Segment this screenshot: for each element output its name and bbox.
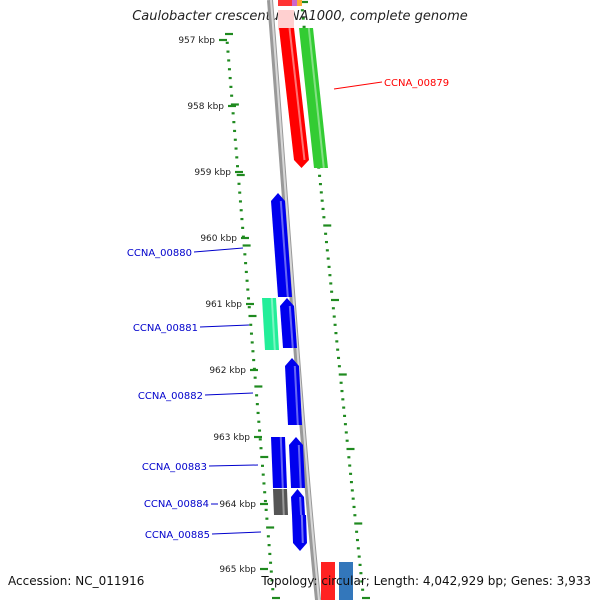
gene-ccna-00883-right-sheen bbox=[297, 444, 302, 489]
gene-label-ccna_00885: CCNA_00885 bbox=[145, 530, 210, 541]
gene-ccna-00881-sheen bbox=[288, 305, 294, 349]
genome-title: Caulobacter crescentus NA1000, complete … bbox=[132, 9, 468, 24]
gene-ccna-00882 bbox=[285, 358, 302, 425]
tick-label-4: 960 kbp bbox=[200, 234, 237, 244]
gene-ccna-00883-left bbox=[271, 437, 287, 488]
gene-bottom-red bbox=[321, 562, 335, 600]
backbone-strand bbox=[267, 0, 321, 600]
tick-label-1: 957 kbp bbox=[178, 36, 215, 46]
gene-red-00879-sheen bbox=[288, 27, 306, 161]
gene-ccna-00884-sheen bbox=[299, 496, 303, 516]
gene-label-ccna_00882: CCNA_00882 bbox=[138, 391, 203, 402]
leader-line-ccna_00882 bbox=[204, 392, 254, 396]
tick-label-2: 958 kbp bbox=[187, 102, 224, 112]
gene-label-ccna_00884: CCNA_00884 bbox=[144, 499, 209, 510]
tick-label-3: 959 kbp bbox=[194, 168, 231, 178]
tick-label-7: 963 kbp bbox=[213, 433, 250, 443]
leader-line-ccna_00879 bbox=[333, 81, 383, 90]
tick-label-6: 962 kbp bbox=[209, 366, 246, 376]
gene-ccna-00885-sheen bbox=[300, 514, 304, 544]
tick-label-5: 961 kbp bbox=[205, 300, 242, 310]
accession-text: Accession: NC_011916 bbox=[8, 574, 145, 588]
gene-ccna-00884 bbox=[291, 489, 305, 515]
gene-green-sheen bbox=[307, 27, 325, 169]
gene-ccna-00882-sheen bbox=[293, 365, 299, 426]
gene-ccna-00881-teal bbox=[262, 298, 279, 350]
leader-line-ccna_00885 bbox=[211, 531, 262, 535]
kbp-ticks: 957 kbp 958 kbp 959 kbp 960 kbp 961 kbp 962 k… bbox=[178, 36, 268, 575]
leader-line-ccna_00883 bbox=[208, 464, 259, 467]
gene-features bbox=[262, 0, 353, 600]
gene-labels: CCNA_00879 CCNA_00880 CCNA_00881 CCNA_00882… bbox=[127, 78, 449, 541]
gene-red-00879 bbox=[279, 28, 309, 168]
gene-label-ccna_00883: CCNA_00883 bbox=[142, 462, 207, 473]
leader-line-ccna_00880 bbox=[193, 247, 244, 253]
gene-ccna-00880 bbox=[271, 193, 292, 297]
tick-label-8: 964 kbp bbox=[219, 500, 256, 510]
gene-label-ccna_00881: CCNA_00881 bbox=[133, 323, 198, 334]
gene-stub-orange bbox=[297, 0, 302, 6]
gene-ccna-00884-grey-sheen bbox=[281, 488, 285, 516]
gene-ccna-00883-right bbox=[289, 437, 305, 488]
gene-ccna-00884-grey bbox=[273, 489, 288, 515]
gene-label-ccna_00880: CCNA_00880 bbox=[127, 248, 192, 259]
gene-bottom-steel bbox=[339, 562, 353, 600]
gene-faint-pink bbox=[278, 10, 294, 30]
backbone-highlight bbox=[270, 0, 320, 600]
gene-green bbox=[299, 28, 328, 168]
gene-stub-pink bbox=[292, 0, 297, 6]
gene-ccna-00881 bbox=[280, 298, 297, 348]
gene-stub-red bbox=[278, 0, 292, 6]
gene-label-ccna_00879: CCNA_00879 bbox=[384, 78, 449, 89]
tick-label-9: 965 kbp bbox=[219, 565, 256, 575]
gene-ccna-00881-teal-sheen bbox=[270, 297, 276, 351]
leader-line-ccna_00881 bbox=[199, 324, 250, 328]
gene-ccna-00885 bbox=[292, 515, 307, 551]
topology-text: Topology: circular; Length: 4,042,929 bp… bbox=[261, 574, 591, 588]
gene-ccna-00883-left-sheen bbox=[279, 436, 284, 489]
gene-ccna-00880-sheen bbox=[279, 200, 289, 298]
